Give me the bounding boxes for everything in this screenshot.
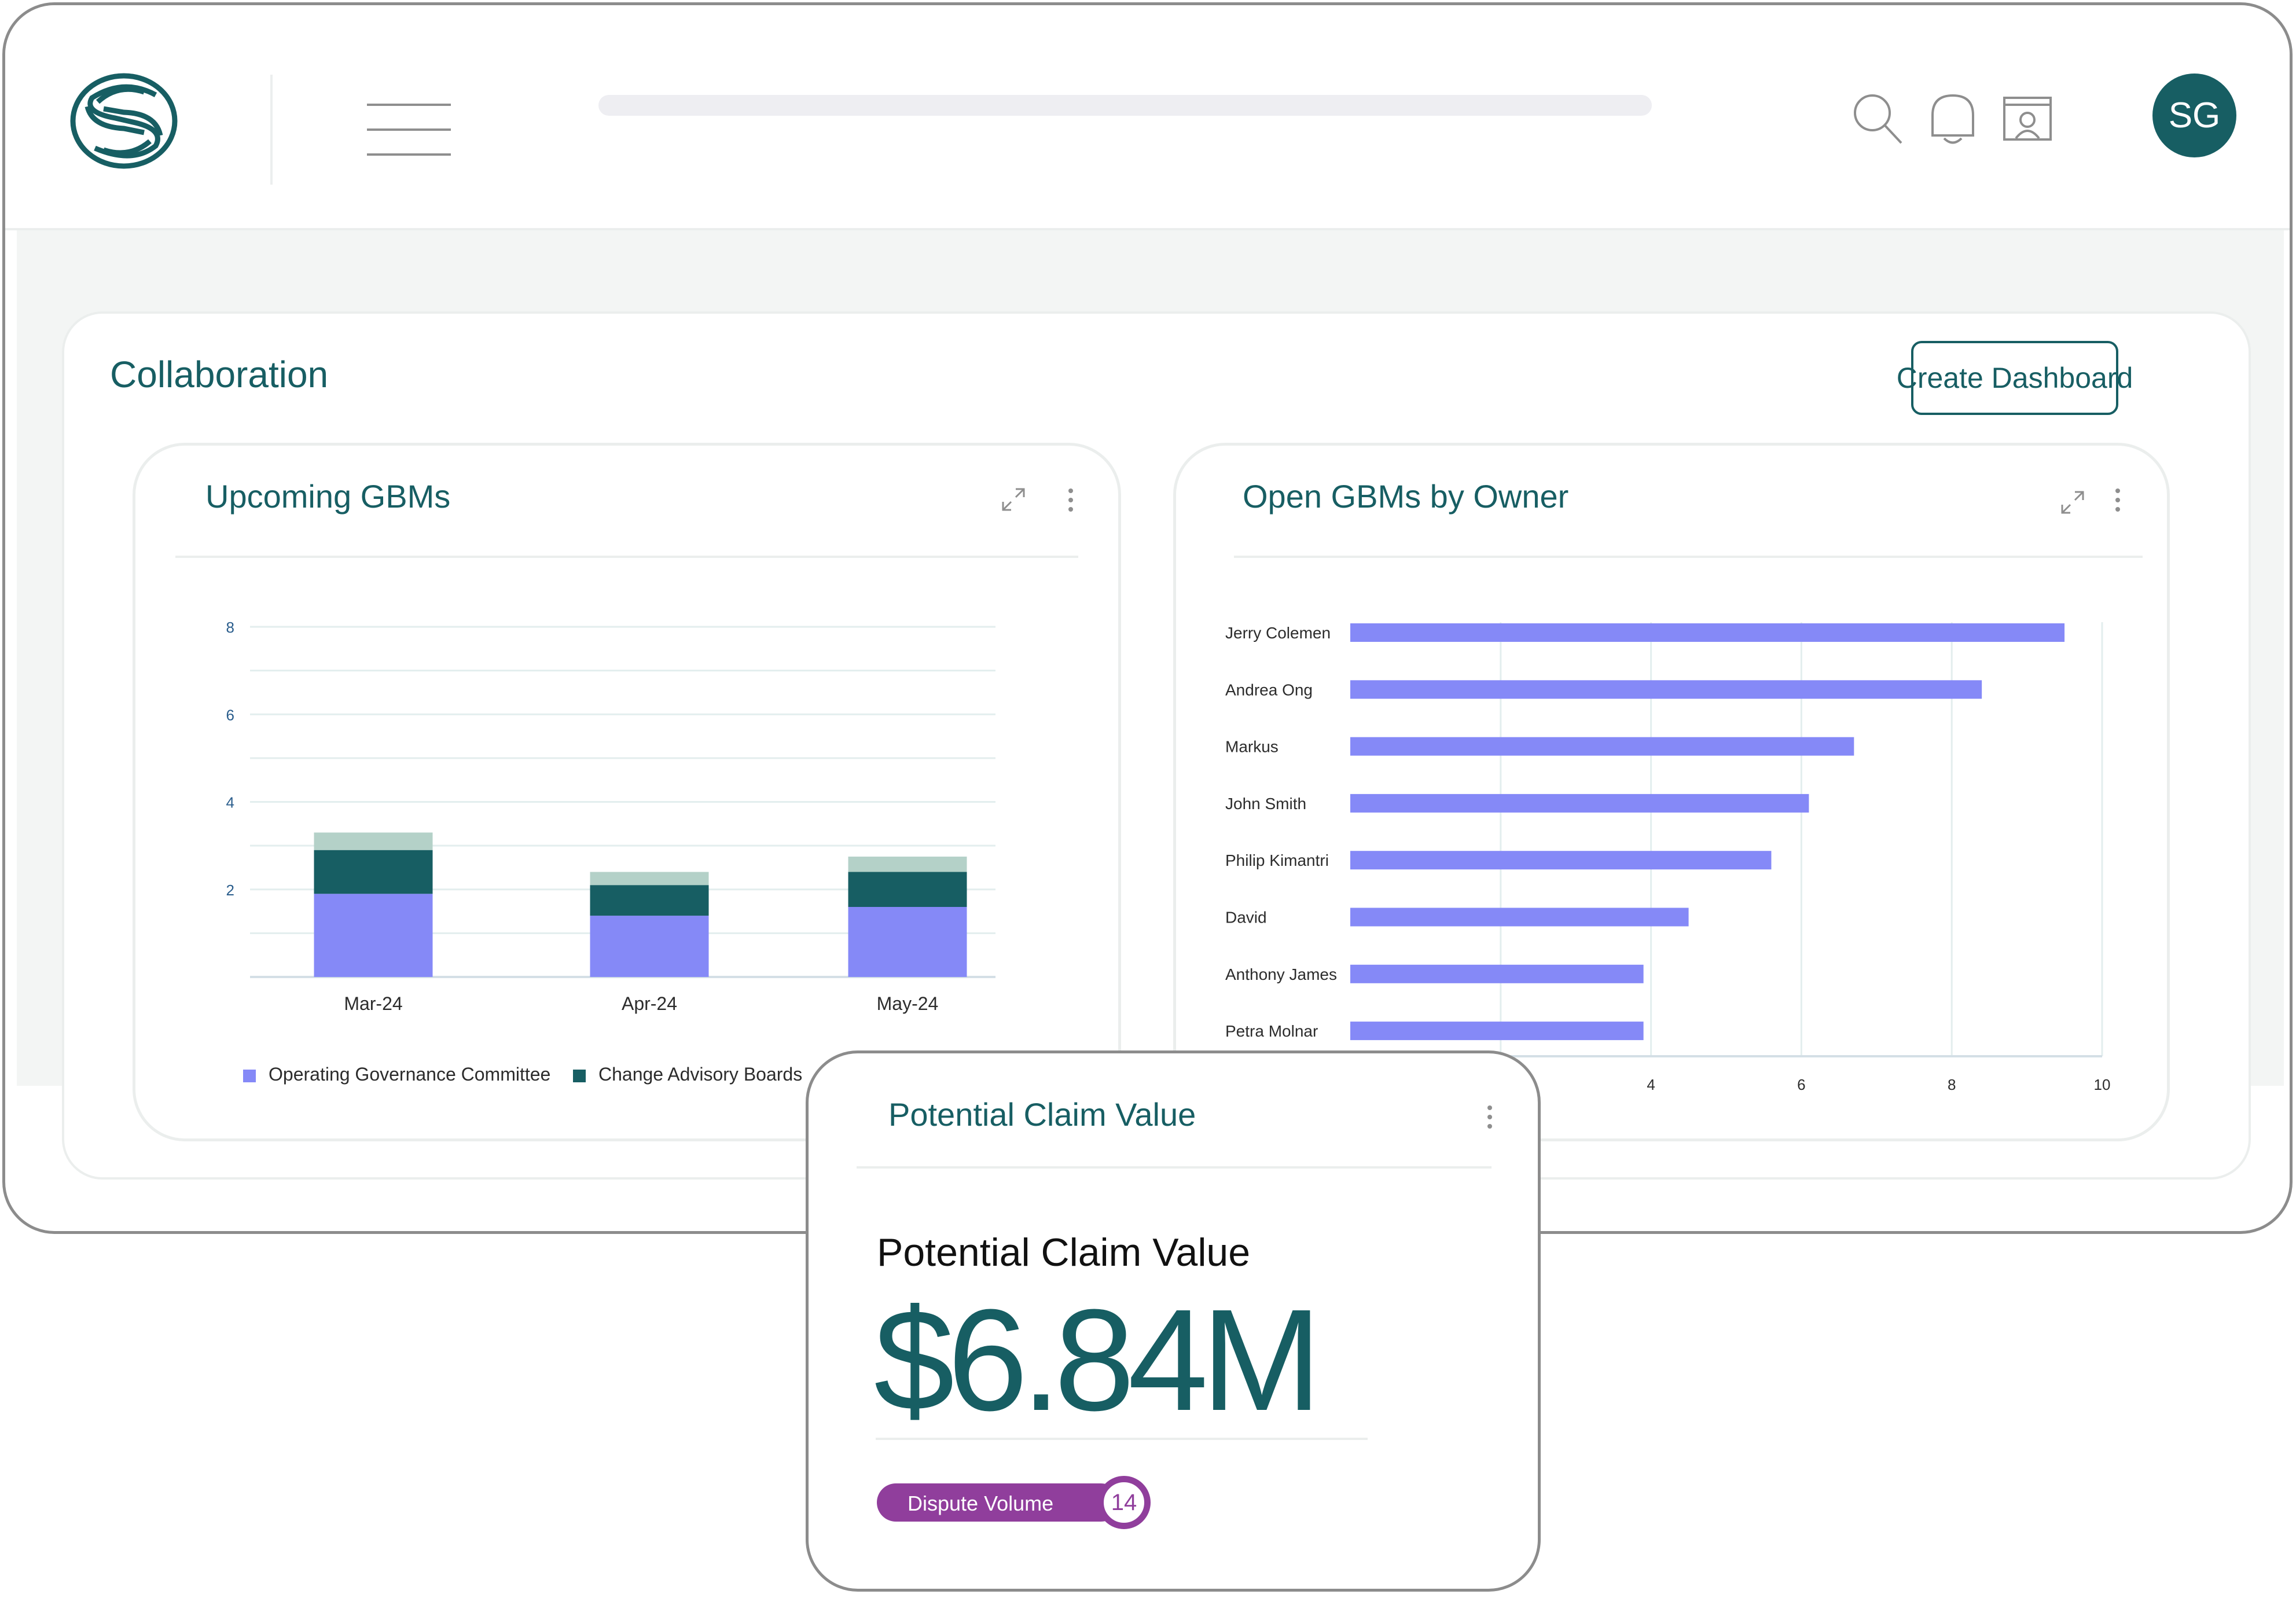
bar	[1350, 794, 1809, 813]
y-tick-label: Anthony James	[1225, 965, 1337, 983]
bar-segment	[848, 907, 967, 977]
bar-segment	[314, 832, 433, 850]
y-tick-label: Markus	[1225, 738, 1279, 756]
bar-segment	[590, 885, 709, 916]
legend-item: Operating Governance Committee	[243, 1064, 550, 1085]
user-avatar[interactable]: SG	[2152, 74, 2236, 157]
bar	[1350, 737, 1854, 756]
legend-label: Operating Governance Committee	[269, 1064, 551, 1085]
panel-separator	[857, 1166, 1492, 1169]
x-tick-label: 10	[2094, 1076, 2111, 1093]
top-bar: SG	[5, 5, 2290, 230]
panel-separator	[175, 556, 1078, 558]
x-tick-label: 4	[1647, 1076, 1655, 1093]
more-options-icon[interactable]	[1065, 487, 1077, 513]
search-bar[interactable]	[598, 95, 1652, 116]
bar	[1350, 1022, 1644, 1041]
y-tick-label: Philip Kimantri	[1225, 851, 1329, 869]
y-tick-label: 2	[226, 881, 234, 899]
create-dashboard-button[interactable]: Create Dashboard	[1897, 341, 2133, 415]
bar-segment	[848, 872, 967, 907]
x-tick-label: 6	[1797, 1076, 1805, 1093]
x-tick-label: May-24	[877, 993, 939, 1014]
claim-card-title: Potential Claim Value	[888, 1096, 1196, 1133]
bar	[1350, 623, 2065, 642]
y-tick-label: Andrea Ong	[1225, 681, 1313, 699]
bar-segment	[590, 916, 709, 977]
dispute-volume-label: Dispute Volume	[908, 1492, 1054, 1515]
section-title: Collaboration	[110, 354, 329, 395]
bar	[1350, 908, 1689, 927]
menu-icon[interactable]	[367, 104, 451, 156]
expand-icon[interactable]	[998, 484, 1028, 515]
open-gbms-by-owner-panel	[1173, 443, 2170, 1141]
logo-icon[interactable]	[69, 72, 179, 170]
legend-label: Change Advisory Boards	[598, 1064, 803, 1085]
panel-separator	[1234, 556, 2143, 558]
legend-item: Change Advisory Boards	[573, 1064, 802, 1085]
legend-swatch	[243, 1069, 256, 1082]
x-tick-label: Mar-24	[344, 993, 402, 1014]
y-tick-label: 6	[226, 706, 234, 723]
y-tick-label: David	[1225, 909, 1267, 927]
more-options-icon[interactable]	[1484, 1104, 1496, 1130]
search-icon[interactable]	[1852, 92, 1904, 147]
claim-subtitle: Potential Claim Value	[877, 1230, 1251, 1274]
bar-segment	[590, 872, 709, 886]
bell-icon[interactable]	[1927, 92, 1979, 147]
dispute-volume-count: 14	[1097, 1476, 1151, 1529]
legend-swatch	[573, 1069, 586, 1082]
claim-underline	[876, 1438, 1368, 1440]
upcoming-gbms-panel	[133, 443, 1121, 1141]
bar-segment	[314, 894, 433, 977]
bar-segment	[314, 850, 433, 894]
claim-value: $6.84M	[874, 1279, 1322, 1441]
upcoming-gbms-title: Upcoming GBMs	[205, 478, 451, 515]
dispute-volume-badge[interactable]	[877, 1483, 1120, 1522]
bar-segment	[848, 857, 967, 872]
open-gbms-title: Open GBMs by Owner	[1243, 478, 1569, 515]
y-tick-label: John Smith	[1225, 795, 1306, 813]
more-options-icon[interactable]	[2112, 487, 2124, 513]
y-tick-label: Jerry Colemen	[1225, 624, 1331, 642]
y-tick-label: 4	[226, 794, 234, 811]
bar	[1350, 964, 1644, 983]
x-tick-label: 8	[1948, 1076, 1956, 1093]
y-tick-label: Petra Molnar	[1225, 1022, 1318, 1040]
bar	[1350, 680, 1982, 699]
profile-window-icon[interactable]	[2002, 92, 2054, 147]
x-tick-label: Apr-24	[622, 993, 677, 1014]
header-divider	[270, 75, 273, 185]
bar	[1350, 851, 1772, 870]
y-tick-label: 8	[226, 619, 234, 636]
expand-icon[interactable]	[2058, 487, 2088, 517]
